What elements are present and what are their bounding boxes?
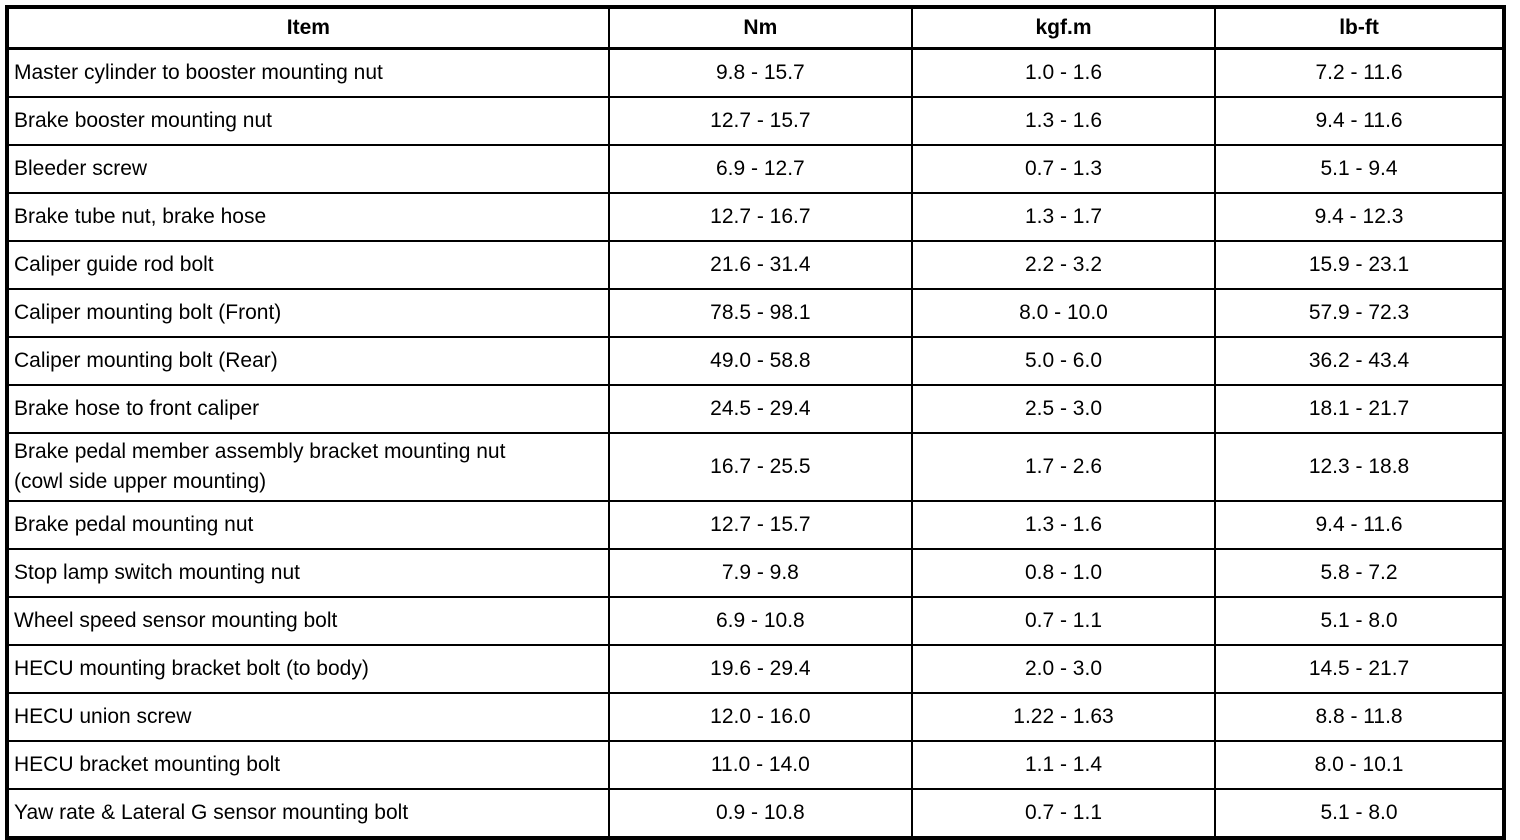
item-cell: Yaw rate & Lateral G sensor mounting bol… <box>6 788 610 839</box>
value-cell: 0.9 - 10.8 <box>607 788 913 839</box>
value-cell: 12.0 - 16.0 <box>607 692 913 742</box>
table-row: Stop lamp switch mounting nut 7.9 - 9.8 0.… <box>6 548 1505 598</box>
value-cell: 1.22 - 1.63 <box>910 692 1217 742</box>
value-cell: 12.7 - 15.7 <box>607 500 913 550</box>
item-cell: Brake booster mounting nut <box>6 96 610 146</box>
value-cell: 0.8 - 1.0 <box>910 548 1217 598</box>
table-row: Caliper mounting bolt (Front) 78.5 - 98.1… <box>6 288 1505 338</box>
header-item: Item <box>6 6 610 50</box>
value-cell: 7.9 - 9.8 <box>607 548 913 598</box>
table-row: Yaw rate & Lateral G sensor mounting bol… <box>6 788 1505 839</box>
table-row: Brake pedal mounting nut 12.7 - 15.7 1.3 -… <box>6 500 1505 550</box>
value-cell: 12.7 - 16.7 <box>607 192 913 242</box>
table-row: Caliper guide rod bolt 21.6 - 31.4 2.2 - 3… <box>6 240 1505 290</box>
item-cell: Brake pedal mounting nut <box>6 500 610 550</box>
item-cell: Stop lamp switch mounting nut <box>6 548 610 598</box>
value-cell: 16.7 - 25.5 <box>607 432 913 502</box>
item-cell: Brake pedal member assembly bracket moun… <box>6 432 610 502</box>
item-cell: Master cylinder to booster mounting nut <box>6 47 610 98</box>
value-cell: 9.4 - 11.6 <box>1214 500 1505 550</box>
value-cell: 19.6 - 29.4 <box>607 644 913 694</box>
value-cell: 8.0 - 10.1 <box>1214 740 1505 790</box>
header-lbft: lb-ft <box>1214 6 1505 50</box>
item-cell: Brake hose to front caliper <box>6 384 610 434</box>
value-cell: 14.5 - 21.7 <box>1214 644 1505 694</box>
item-cell: Caliper mounting bolt (Rear) <box>6 336 610 386</box>
value-cell: 5.1 - 9.4 <box>1214 144 1505 194</box>
torque-spec-table: Item Nm kgf.m lb-ft Master cylinder to b… <box>5 5 1506 840</box>
table-row: Master cylinder to booster mounting nut 9… <box>6 47 1505 98</box>
table-row: HECU bracket mounting bolt 11.0 - 14.0 1.1… <box>6 740 1505 790</box>
value-cell: 12.3 - 18.8 <box>1214 432 1505 502</box>
table-row: Brake pedal member assembly bracket moun… <box>6 432 1505 502</box>
value-cell: 9.4 - 12.3 <box>1214 192 1505 242</box>
item-cell: Caliper mounting bolt (Front) <box>6 288 610 338</box>
value-cell: 2.5 - 3.0 <box>910 384 1217 434</box>
value-cell: 9.4 - 11.6 <box>1214 96 1505 146</box>
table-body: Master cylinder to booster mounting nut 9… <box>6 47 1505 839</box>
value-cell: 49.0 - 58.8 <box>607 336 913 386</box>
value-cell: 9.8 - 15.7 <box>607 47 913 98</box>
value-cell: 15.9 - 23.1 <box>1214 240 1505 290</box>
item-cell: Brake tube nut, brake hose <box>6 192 610 242</box>
value-cell: 6.9 - 10.8 <box>607 596 913 646</box>
value-cell: 1.1 - 1.4 <box>910 740 1217 790</box>
value-cell: 11.0 - 14.0 <box>607 740 913 790</box>
value-cell: 78.5 - 98.1 <box>607 288 913 338</box>
header-row: Item Nm kgf.m lb-ft <box>6 6 1505 50</box>
table-row: Bleeder screw 6.9 - 12.7 0.7 - 1.3 5.1 - 9.… <box>6 144 1505 194</box>
value-cell: 1.3 - 1.6 <box>910 500 1217 550</box>
table-row: Caliper mounting bolt (Rear) 49.0 - 58.8 5… <box>6 336 1505 386</box>
value-cell: 0.7 - 1.1 <box>910 596 1217 646</box>
value-cell: 57.9 - 72.3 <box>1214 288 1505 338</box>
value-cell: 8.8 - 11.8 <box>1214 692 1505 742</box>
table-row: Brake hose to front caliper 24.5 - 29.4 2.… <box>6 384 1505 434</box>
item-cell: HECU union screw <box>6 692 610 742</box>
item-cell: HECU bracket mounting bolt <box>6 740 610 790</box>
table-row: Wheel speed sensor mounting bolt 6.9 - 10… <box>6 596 1505 646</box>
value-cell: 7.2 - 11.6 <box>1214 47 1505 98</box>
value-cell: 5.1 - 8.0 <box>1214 596 1505 646</box>
value-cell: 1.3 - 1.6 <box>910 96 1217 146</box>
table-row: Brake booster mounting nut 12.7 - 15.7 1.3… <box>6 96 1505 146</box>
header-nm: Nm <box>607 6 913 50</box>
item-cell: Wheel speed sensor mounting bolt <box>6 596 610 646</box>
value-cell: 12.7 - 15.7 <box>607 96 913 146</box>
item-cell: HECU mounting bracket bolt (to body) <box>6 644 610 694</box>
value-cell: 5.0 - 6.0 <box>910 336 1217 386</box>
value-cell: 5.8 - 7.2 <box>1214 548 1505 598</box>
value-cell: 21.6 - 31.4 <box>607 240 913 290</box>
value-cell: 6.9 - 12.7 <box>607 144 913 194</box>
table-row: Brake tube nut, brake hose 12.7 - 16.7 1.3… <box>6 192 1505 242</box>
value-cell: 2.0 - 3.0 <box>910 644 1217 694</box>
value-cell: 5.1 - 8.0 <box>1214 788 1505 839</box>
value-cell: 0.7 - 1.1 <box>910 788 1217 839</box>
header-kgfm: kgf.m <box>910 6 1217 50</box>
table-row: HECU mounting bracket bolt (to body) 19.6… <box>6 644 1505 694</box>
value-cell: 0.7 - 1.3 <box>910 144 1217 194</box>
table-row: HECU union screw 12.0 - 16.0 1.22 - 1.63 8.… <box>6 692 1505 742</box>
value-cell: 1.3 - 1.7 <box>910 192 1217 242</box>
value-cell: 8.0 - 10.0 <box>910 288 1217 338</box>
value-cell: 1.7 - 2.6 <box>910 432 1217 502</box>
item-cell: Caliper guide rod bolt <box>6 240 610 290</box>
value-cell: 18.1 - 21.7 <box>1214 384 1505 434</box>
value-cell: 36.2 - 43.4 <box>1214 336 1505 386</box>
item-cell: Bleeder screw <box>6 144 610 194</box>
value-cell: 2.2 - 3.2 <box>910 240 1217 290</box>
value-cell: 24.5 - 29.4 <box>607 384 913 434</box>
value-cell: 1.0 - 1.6 <box>910 47 1217 98</box>
